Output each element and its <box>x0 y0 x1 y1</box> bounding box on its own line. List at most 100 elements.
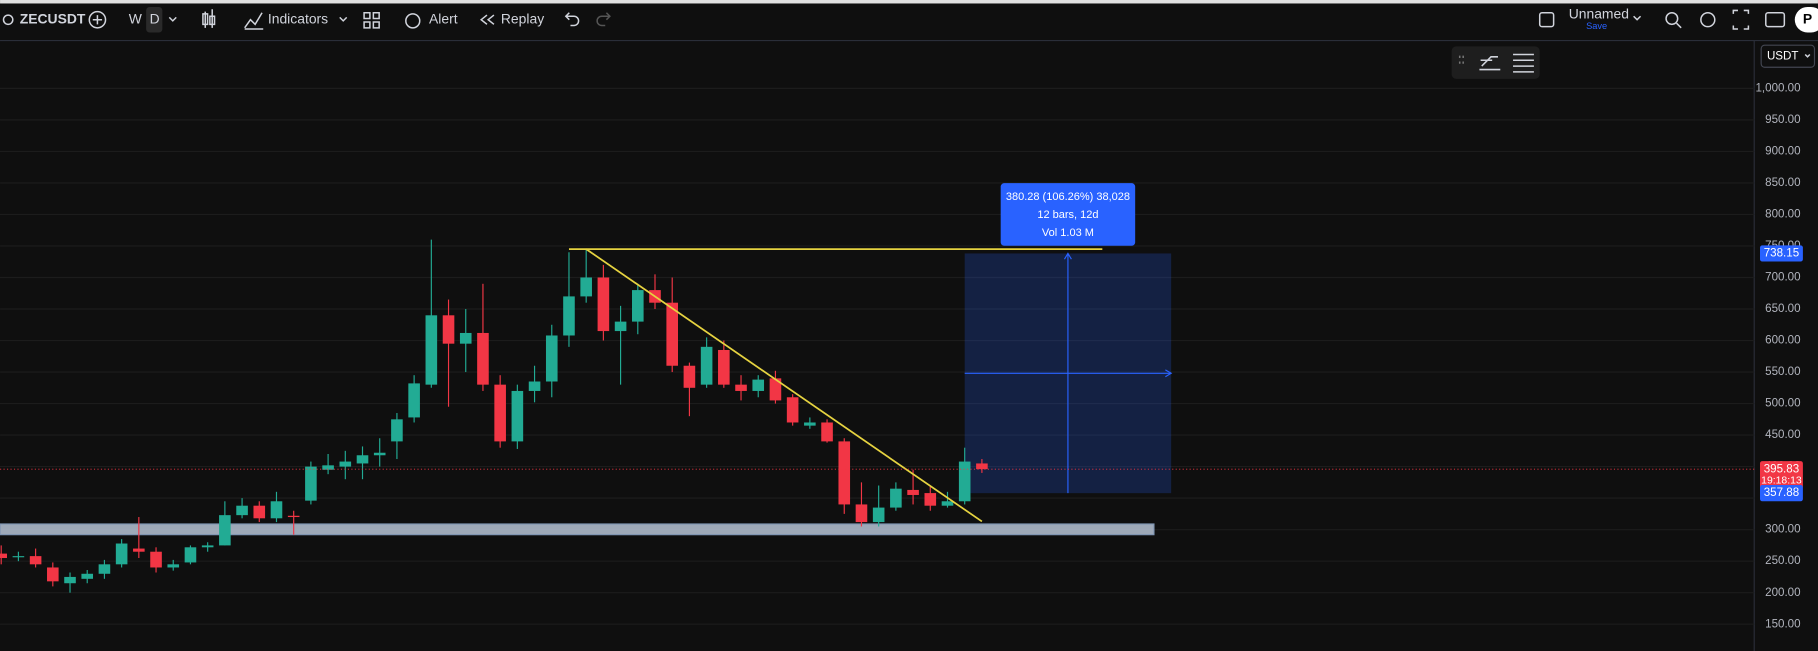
candle-body <box>115 543 128 565</box>
candle-body <box>150 551 162 568</box>
quick-search[interactable] <box>1665 11 1679 26</box>
candle-body <box>322 465 334 470</box>
chevron <box>1804 53 1811 58</box>
candle-body <box>391 419 403 442</box>
symbol[interactable]: ZECUSDT <box>20 10 86 26</box>
support-zone <box>0 523 1155 536</box>
candle-body <box>907 489 919 495</box>
candle-body <box>528 381 541 391</box>
alert[interactable]: Alert <box>429 10 458 26</box>
measure-label: 12 bars, 12d <box>1037 209 1098 221</box>
fullscreen[interactable] <box>1732 9 1750 30</box>
y-tick-label: 250.00 <box>1765 555 1800 567</box>
candle-body <box>666 302 679 366</box>
candle-body <box>29 556 42 565</box>
trend-line <box>585 248 983 523</box>
candle-body <box>459 332 472 344</box>
candle-body <box>683 365 696 388</box>
layout-name[interactable]: Unnamed <box>1569 6 1629 22</box>
y-tick-label: 650.00 <box>1765 303 1800 315</box>
candle-body <box>201 545 214 548</box>
candle-body <box>442 315 455 344</box>
snapshot[interactable] <box>1765 11 1786 28</box>
y-tick-label: 200.00 <box>1765 587 1800 599</box>
candle-body <box>270 501 283 519</box>
candle-body <box>718 349 730 385</box>
measure-arrow <box>1063 252 1072 260</box>
quick-search-handle <box>1675 22 1682 29</box>
interval[interactable]: D <box>150 10 160 26</box>
y-tick-label: 550.00 <box>1765 366 1800 378</box>
y-tick-label: 850.00 <box>1765 177 1800 189</box>
add-symbol[interactable] <box>88 10 107 29</box>
candle-body <box>804 422 816 426</box>
candle-body <box>597 277 610 332</box>
candle-body <box>924 493 937 506</box>
search-icon[interactable] <box>2 14 14 26</box>
candle-body <box>339 461 352 467</box>
y-tick-label: 700.00 <box>1765 272 1800 284</box>
chevron[interactable] <box>168 16 177 22</box>
drawing-menu[interactable] <box>1513 53 1534 73</box>
candle-body <box>511 390 524 442</box>
interval[interactable]: W <box>129 10 143 26</box>
measure-low-label-box <box>1759 485 1803 502</box>
settings[interactable] <box>1700 11 1716 28</box>
candle-body <box>287 515 300 518</box>
candle-body <box>133 548 145 552</box>
candle-body <box>253 505 266 519</box>
save[interactable]: Save <box>1586 21 1607 31</box>
measure-high-label: 738.15 <box>1764 247 1799 259</box>
drawing-tool[interactable] <box>1479 56 1501 71</box>
replay-icon[interactable] <box>479 14 495 25</box>
y-tick-label: 500.00 <box>1765 398 1800 410</box>
y-tick-label: 150.00 <box>1765 618 1800 630</box>
indicators-icon[interactable] <box>244 12 264 30</box>
alert-icon[interactable] <box>405 13 421 29</box>
measure-label-box <box>1000 183 1136 246</box>
redo[interactable] <box>596 12 611 27</box>
chart-type-icon[interactable] <box>202 9 216 28</box>
chevron[interactable] <box>1633 15 1642 21</box>
drag-handle[interactable] <box>1458 55 1464 64</box>
add-icon <box>92 15 103 25</box>
indicators[interactable]: Indicators <box>268 10 328 26</box>
candle-body <box>494 384 506 442</box>
currency[interactable]: USDT <box>1767 50 1799 62</box>
candle-body <box>580 277 592 297</box>
candle-body <box>872 507 885 523</box>
y-tick-label: 600.00 <box>1765 335 1800 347</box>
candle-body <box>408 383 420 418</box>
candle-body <box>12 556 25 558</box>
chevron[interactable] <box>339 16 348 22</box>
candle-body <box>356 455 369 464</box>
countdown: 19:18:13 <box>1761 476 1802 487</box>
candle-body <box>614 321 627 332</box>
y-tick-label: 950.00 <box>1765 114 1800 126</box>
layout-checkbox[interactable] <box>1538 11 1555 28</box>
candle-body <box>890 488 902 508</box>
currency-select[interactable] <box>1760 44 1816 68</box>
candle-body <box>752 379 765 391</box>
publish[interactable]: P <box>1803 10 1812 26</box>
chart-area <box>0 87 1755 625</box>
replay[interactable]: Replay <box>501 10 544 26</box>
candle-body <box>700 346 713 385</box>
last-price-label-box <box>1759 461 1803 489</box>
y-tick-label: 450.00 <box>1765 429 1800 441</box>
y-tick-label: 1,000.00 <box>1755 82 1800 94</box>
candle-body <box>958 461 971 502</box>
y-tick-label: 300.00 <box>1765 524 1800 536</box>
candle-body <box>735 384 747 391</box>
candle-body <box>855 504 868 523</box>
candle-body <box>563 296 575 336</box>
measure-arrow <box>1165 369 1173 378</box>
measure-label: 380.28 (106.26%) 38,028 <box>1006 191 1130 203</box>
undo[interactable] <box>564 12 580 27</box>
publish-button[interactable] <box>1794 6 1818 33</box>
templates-icon[interactable] <box>363 11 380 29</box>
candle-body <box>81 573 94 579</box>
measure-low-label: 357.88 <box>1764 487 1799 499</box>
